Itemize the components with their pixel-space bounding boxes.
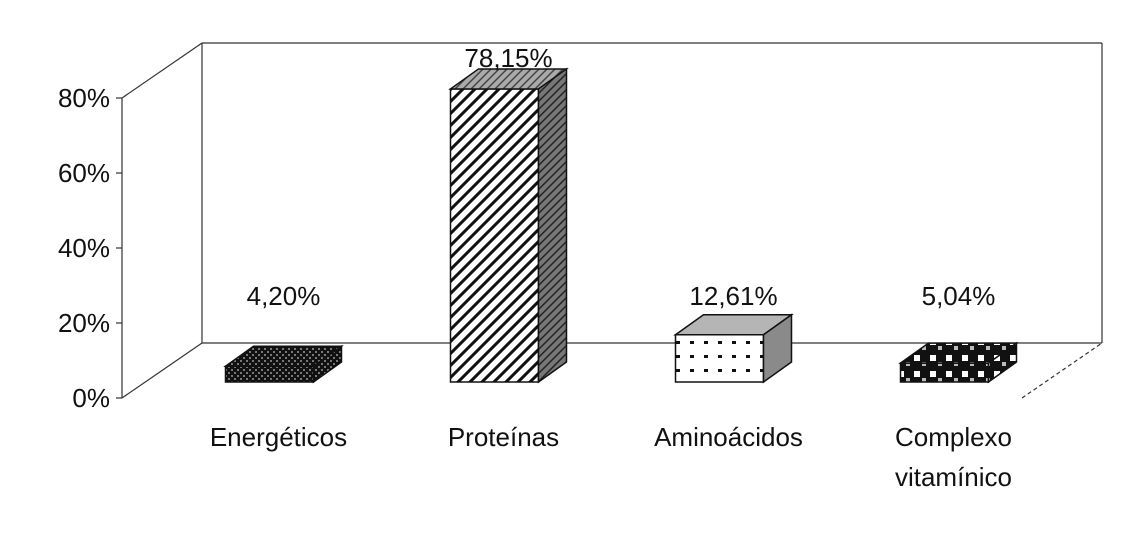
bar-side: [312, 344, 343, 384]
y-tick-label: 60%: [58, 158, 110, 188]
category-axis: Energéticos Proteínas Aminoácidos Complexo v…: [210, 422, 1012, 492]
y-tick-label: 20%: [58, 308, 110, 338]
data-label: 5,04%: [922, 281, 996, 311]
data-label: 78,15%: [464, 43, 552, 73]
bar-front: [224, 365, 315, 383]
bar: 4,20%: [223, 281, 344, 384]
left-wall-top-edge: [121, 42, 203, 99]
data-label: 4,20%: [247, 281, 321, 311]
bar: 12,61%: [673, 281, 794, 384]
category-label: vitamínico: [895, 462, 1012, 492]
y-tick-label: 0%: [72, 383, 110, 413]
category-label: Complexo: [895, 422, 1012, 452]
floor-right-edge: [1021, 342, 1103, 399]
y-axis: 0% 20% 40% 60% 80%: [58, 83, 122, 413]
y-tick-label: 40%: [58, 233, 110, 263]
y-tick-label: 80%: [58, 83, 110, 113]
category-label: Proteínas: [448, 422, 559, 452]
floor-left-edge: [121, 342, 203, 399]
bar-side: [537, 67, 568, 384]
bar-front: [899, 362, 990, 383]
bar-side: [987, 341, 1018, 384]
bar: 5,04%: [898, 281, 1019, 384]
data-label: 12,61%: [689, 281, 777, 311]
category-label: Energéticos: [210, 422, 347, 452]
category-label: Aminoácidos: [654, 422, 803, 452]
bar-series: 4,20% 78,15% 12,61% 5,04%: [223, 43, 1019, 384]
bar: 78,15%: [448, 43, 569, 384]
bar-front: [674, 333, 765, 383]
bar-front: [449, 88, 540, 383]
bar-side: [762, 313, 793, 384]
